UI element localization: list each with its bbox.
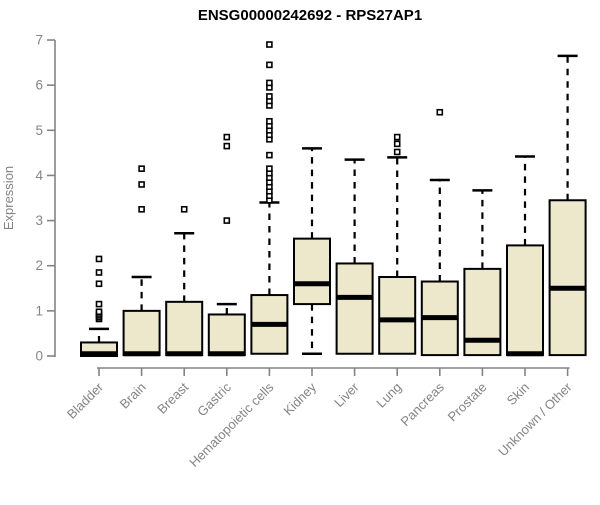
box-iqr (506, 244, 544, 357)
outlier-point (393, 133, 401, 141)
outlier-point (393, 148, 401, 156)
y-tick-label: 3 (35, 213, 43, 228)
y-tick-label: 2 (35, 258, 43, 273)
outlier-point (266, 41, 273, 48)
outlier-point (138, 205, 145, 213)
box-iqr (548, 199, 587, 357)
box-iqr (293, 237, 331, 306)
x-tick-label: Unknown / Other (495, 379, 575, 459)
outlier-point (266, 79, 273, 87)
y-tick-label: 4 (35, 168, 43, 183)
outlier-point (95, 308, 103, 316)
box-iqr (165, 300, 204, 357)
chart-title: ENSG00000242692 - RPS27AP1 (198, 7, 422, 24)
x-tick-label: Lung (373, 380, 404, 411)
outlier-point (95, 269, 103, 276)
box-iqr (207, 313, 246, 357)
outlier-point (266, 165, 273, 172)
x-tick-label: Skin (504, 380, 532, 408)
outlier-point (223, 142, 231, 150)
y-axis-label: Expression (1, 166, 16, 230)
x-tick-label: Kidney (280, 379, 319, 418)
x-tick-label: Brain (117, 380, 149, 412)
x-tick-label: Breast (154, 379, 191, 416)
outlier-point (138, 181, 145, 188)
outlier-point (393, 140, 401, 148)
plot-area: 0 1 2 3 4 5 6 7 Bladder Brain Breast GastricHematop… (35, 33, 587, 470)
outlier-point (95, 255, 103, 263)
outlier-point (223, 133, 231, 141)
x-tick-label: Prostate (445, 380, 490, 425)
outlier-point (266, 61, 273, 69)
y-tick-label: 0 (35, 349, 43, 364)
x-tick-label: Hematopoietic cells (186, 379, 277, 470)
x-tick-label: Liver (331, 379, 362, 410)
y-tick-label: 6 (35, 78, 43, 93)
y-tick-label: 1 (35, 303, 43, 318)
outlier-point (180, 205, 188, 213)
x-tick-label: Bladder (64, 379, 107, 422)
outlier-point (266, 151, 273, 159)
x-tick-label: Gastric (194, 379, 234, 419)
box-iqr (335, 262, 374, 355)
outlier-point (266, 93, 273, 100)
outlier-point (223, 217, 231, 224)
x-tick-label: Pancreas (397, 379, 447, 429)
y-tick-label: 5 (35, 123, 43, 138)
outlier-point (95, 300, 103, 308)
y-tick-label: 7 (35, 33, 43, 48)
box-iqr (122, 309, 161, 357)
outlier-point (436, 108, 444, 116)
box-iqr (378, 276, 417, 355)
outlier-point (138, 165, 145, 172)
outlier-point (95, 280, 103, 288)
outlier-point (266, 117, 273, 125)
